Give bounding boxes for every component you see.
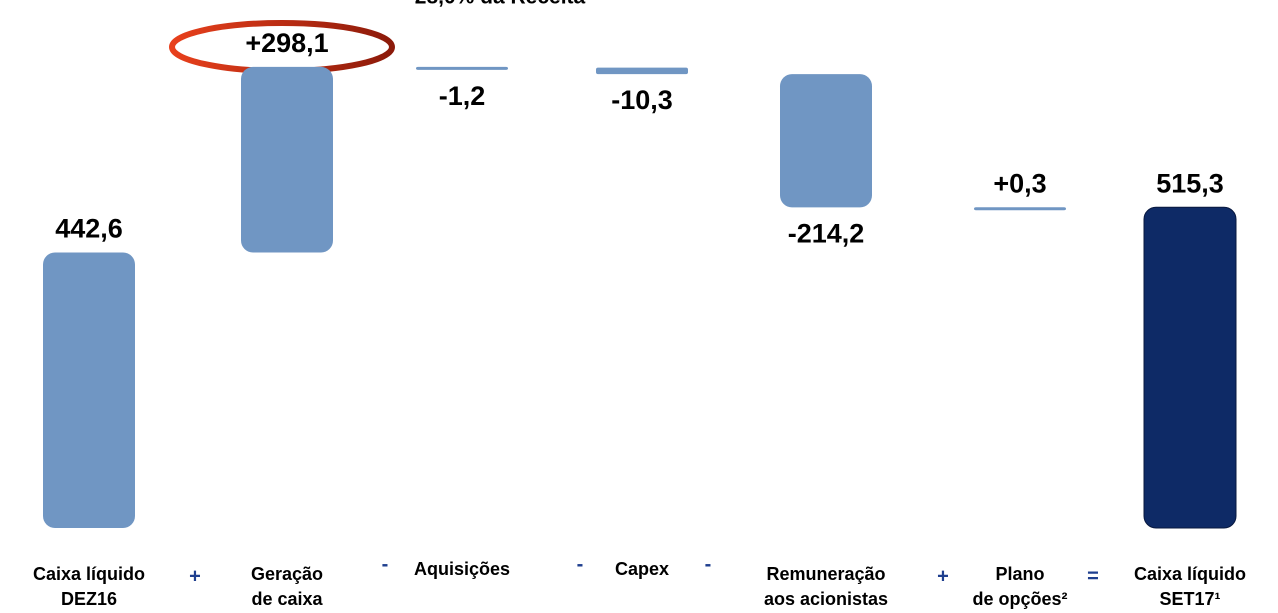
operator: - — [382, 553, 389, 575]
bar — [241, 66, 333, 253]
category-label: Plano — [995, 564, 1044, 584]
operator: + — [937, 565, 949, 587]
operator: + — [189, 565, 201, 587]
value-label: +0,3 — [993, 168, 1046, 198]
category-label: de opções² — [972, 589, 1067, 609]
value-label: -10,3 — [611, 85, 673, 115]
annotation: 28,0% da Receita — [415, 0, 586, 9]
category-label: Aquisições — [414, 559, 510, 579]
operator: = — [1087, 565, 1099, 587]
category-label: DEZ16 — [61, 589, 117, 609]
category-label: Caixa líquido — [1134, 564, 1246, 584]
bar — [1143, 206, 1237, 529]
bar — [780, 74, 872, 208]
value-label: 442,6 — [55, 214, 123, 244]
category-label: de caixa — [251, 589, 323, 609]
value-label: -1,2 — [439, 81, 486, 111]
category-label: SET17¹ — [1159, 589, 1220, 609]
category-label: Caixa líquido — [33, 564, 145, 584]
bar — [416, 66, 508, 70]
category-label: Capex — [615, 559, 669, 579]
category-label: aos acionistas — [764, 589, 888, 609]
category-label: Geração — [251, 564, 323, 584]
operator: - — [705, 553, 712, 575]
category-label: Remuneração — [766, 564, 885, 584]
operator: - — [577, 553, 584, 575]
value-label: -214,2 — [788, 219, 865, 249]
value-label: 515,3 — [1156, 168, 1224, 198]
bar — [974, 207, 1066, 211]
value-label: +298,1 — [245, 28, 328, 58]
bar — [43, 252, 135, 528]
bar — [596, 67, 688, 75]
